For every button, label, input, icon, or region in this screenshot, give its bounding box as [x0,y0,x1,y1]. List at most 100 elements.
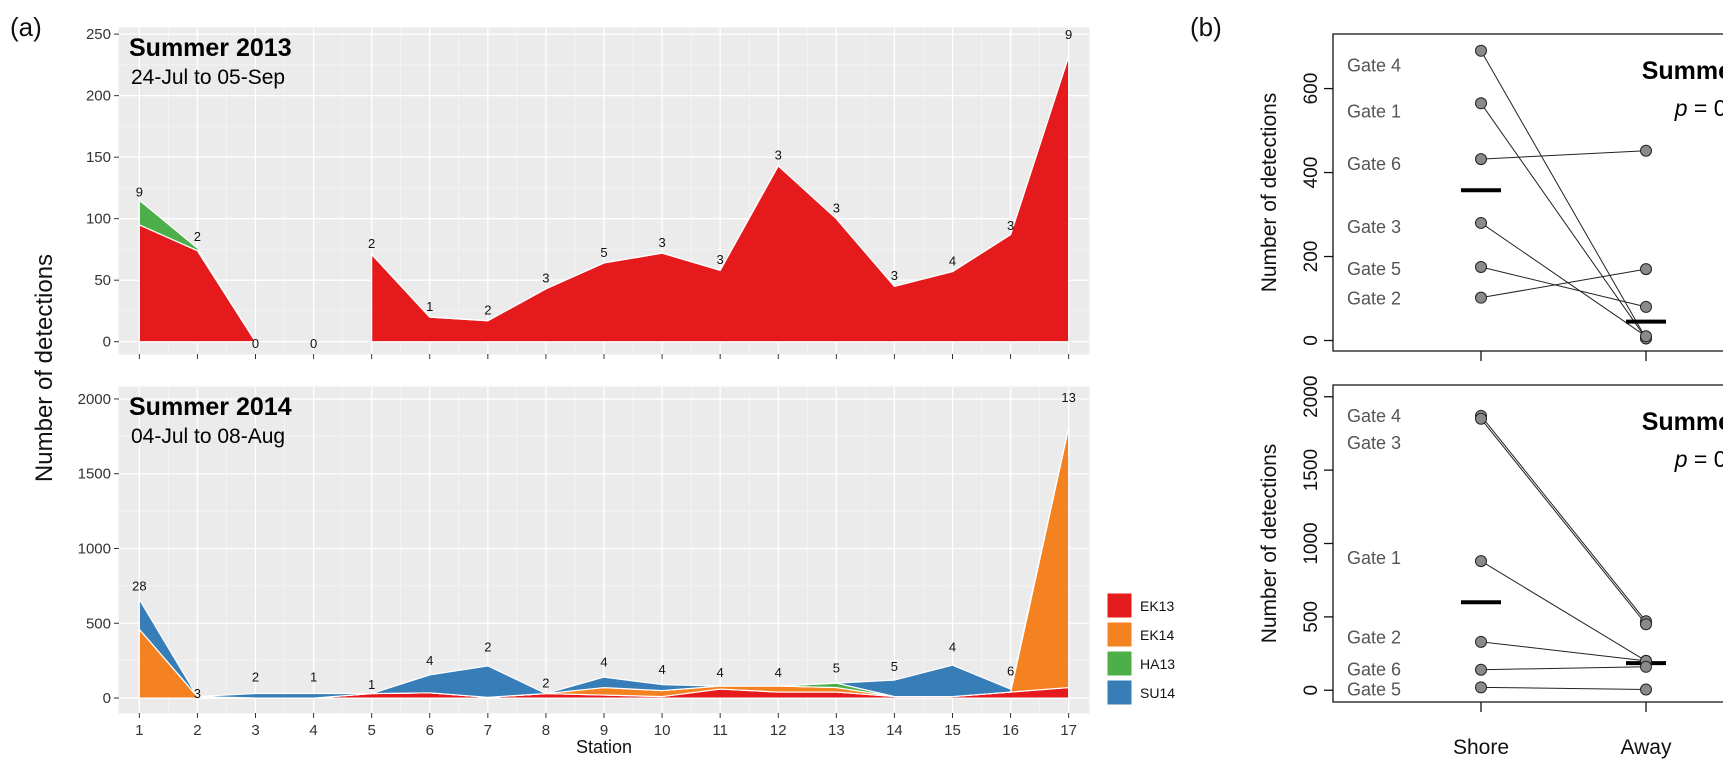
data-label: 4 [600,655,607,670]
gate-label: Gate 4 [1347,55,1401,75]
gate-label: Gate 6 [1347,154,1401,174]
data-label: 5 [600,245,607,260]
data-point [1475,681,1487,694]
data-label: 2 [194,229,201,244]
area-series-ha13 [138,199,257,343]
data-point [1475,291,1487,304]
data-point [1640,300,1652,313]
pair-line [1480,150,1647,160]
data-point [1475,635,1487,648]
x-tick-label: 15 [944,722,961,739]
y-tick-label: 600 [1301,73,1322,105]
data-label: 1 [310,670,317,685]
y-tick-label: 150 [86,149,111,166]
data-label: 13 [1061,390,1075,405]
data-point [1475,216,1487,229]
p-value-annotation: p = 0.016 [1674,446,1723,472]
p-symbol: p [1674,446,1688,472]
data-label: 28 [132,578,146,593]
gate-label: Gate 3 [1347,217,1401,237]
shared-y-axis-label: Number of detections [31,254,58,482]
x-tick-label: Shore [1453,736,1509,759]
gate-label: Gate 3 [1347,433,1401,453]
data-label: 4 [775,665,782,680]
area-series-su14 [138,426,1070,699]
data-label: 2 [484,303,491,318]
data-label: 9 [136,185,143,200]
legend-label: SU14 [1140,685,1175,701]
y-tick-label: 1000 [1301,522,1322,564]
data-point [1640,144,1652,157]
data-point [1475,663,1487,676]
gate-label: Gate 5 [1347,680,1401,700]
y-tick-label: 1500 [78,466,111,483]
panel-subtitle: 24-Jul to 05-Sep [131,66,285,89]
gate-label: Gate 1 [1347,548,1401,568]
pair-line [1480,266,1647,308]
y-tick-label: 500 [1301,601,1322,633]
pair-line [1480,641,1647,662]
data-label: 0 [252,336,259,351]
p-value: = 0.031 [1688,95,1723,121]
p-value: = 0.016 [1688,446,1723,472]
data-point [1475,555,1487,568]
x-tick-label: 6 [426,722,434,739]
gate-label: Gate 1 [1347,102,1401,122]
y-tick-label: 500 [86,615,111,632]
p-value-annotation: p = 0.031 [1674,95,1723,121]
data-point [1475,412,1487,425]
y-tick-label: 2000 [78,391,111,408]
x-tick-label: 5 [367,722,375,739]
data-label: 4 [949,253,956,268]
x-tick-label: 2 [193,722,201,739]
data-point [1475,261,1487,274]
data-point [1475,153,1487,166]
pair-line [1480,102,1647,339]
pair-line [1480,415,1647,622]
data-label: 6 [1007,664,1014,679]
y-axis-label: Number of detections [1258,444,1281,644]
data-label: 3 [833,201,840,216]
data-label: 2 [542,676,549,691]
pair-line [1480,666,1647,671]
legend-swatch-ek13 [1106,592,1133,619]
data-label: 3 [658,235,665,250]
legend-swatch-ha13 [1106,650,1133,677]
data-point [1640,660,1652,673]
y-tick-label: 0 [1301,685,1322,696]
gate-label: Gate 6 [1347,660,1401,680]
y-tick-label: 2000 [1301,376,1322,418]
gate-label: Gate 2 [1347,289,1401,309]
data-label: 5 [891,659,898,674]
x-axis-label: Station [576,737,632,757]
data-point [1475,97,1487,110]
x-tick-label: 10 [654,722,671,739]
data-point [1640,263,1652,276]
data-label: 2 [368,236,375,251]
panel-b-label: (b) [1190,12,1222,42]
legend-swatch-ek14 [1106,621,1133,648]
p-symbol: p [1674,95,1688,121]
legend-label: EK14 [1140,627,1174,643]
data-label: 5 [833,661,840,676]
data-label: 3 [717,252,724,267]
plot-frame [1332,33,1723,352]
data-label: 2 [484,640,491,655]
data-label: 3 [194,686,201,701]
data-label: 1 [368,677,375,692]
x-tick-label: 12 [770,722,787,739]
y-tick-label: 1500 [1301,449,1322,491]
pair-line [1480,222,1647,337]
pair-line [1480,686,1647,691]
legend-label: HA13 [1140,656,1175,672]
data-label: 3 [542,271,549,286]
panel-title: Summer 2014 [1642,408,1723,436]
panel-a-label: (a) [10,12,42,42]
x-tick-label: 17 [1060,722,1077,739]
data-point [1640,330,1652,343]
y-tick-label: 200 [1301,241,1322,273]
x-tick-label: 13 [828,722,845,739]
pair-line [1480,50,1647,339]
x-tick-label: 1 [135,722,143,739]
